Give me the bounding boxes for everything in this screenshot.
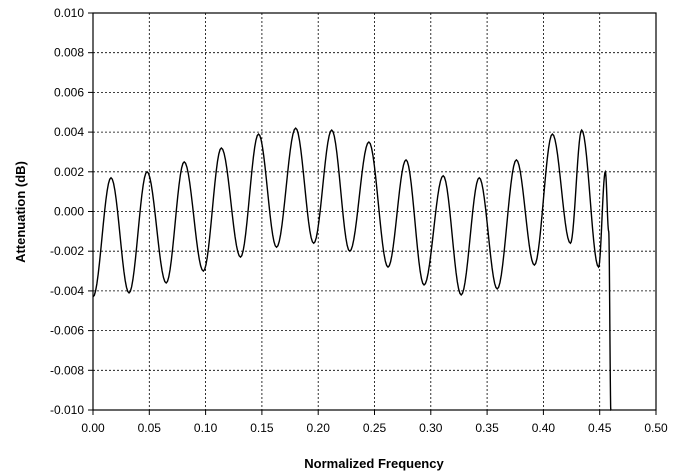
y-tick-label: 0.004 — [54, 125, 84, 139]
x-tick-label: 0.20 — [307, 421, 331, 435]
grid-lines — [88, 12, 657, 415]
y-tick-label: 0.006 — [54, 85, 84, 99]
x-axis-title: Normalized Frequency — [304, 456, 444, 471]
y-tick-label: 0.002 — [54, 165, 84, 179]
x-tick-label: 0.10 — [194, 421, 218, 435]
x-tick-label: 0.30 — [419, 421, 443, 435]
series-layer — [92, 127, 612, 411]
y-tick-label: 0.008 — [54, 46, 84, 60]
x-tick-label: 0.05 — [138, 421, 162, 435]
x-tick-label: 0.40 — [532, 421, 556, 435]
y-tick-label: 0.000 — [54, 205, 84, 219]
x-tick-label: 0.50 — [644, 421, 668, 435]
y-tick-label: -0.002 — [50, 244, 84, 258]
y-tick-label: 0.010 — [54, 6, 84, 20]
y-tick-label: -0.006 — [50, 324, 84, 338]
x-tick-label: 0.45 — [588, 421, 612, 435]
y-tick-labels: -0.010 -0.008 -0.006 -0.004 -0.002 0.000 0.002… — [50, 6, 84, 417]
attenuation-series-line — [92, 127, 612, 411]
x-tick-label: 0.15 — [250, 421, 274, 435]
x-tick-label: 0.00 — [81, 421, 105, 435]
y-tick-label: -0.010 — [50, 403, 84, 417]
x-tick-label: 0.25 — [363, 421, 387, 435]
plot-frame — [92, 12, 657, 411]
x-tick-labels: 0.00 0.05 0.10 0.15 0.20 0.25 0.30 0.35 0.40 0.45… — [81, 421, 668, 435]
y-tick-label: -0.004 — [50, 284, 84, 298]
y-tick-label: -0.008 — [50, 363, 84, 377]
y-axis-title: Attenuation (dB) — [13, 161, 28, 263]
x-tick-label: 0.35 — [475, 421, 499, 435]
